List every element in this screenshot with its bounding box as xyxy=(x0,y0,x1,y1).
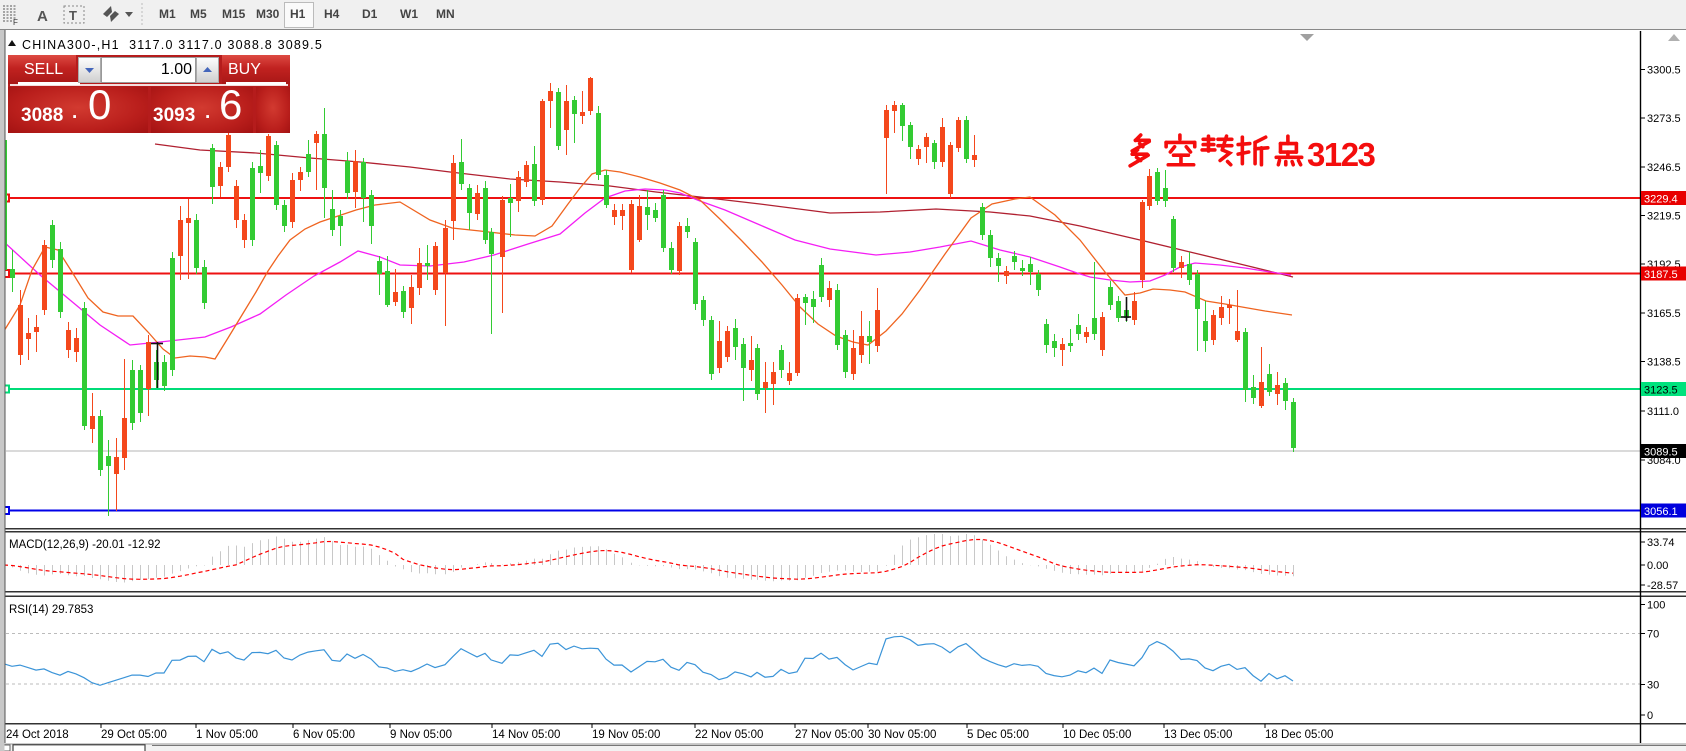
svg-text:3165.5: 3165.5 xyxy=(1647,308,1681,320)
svg-text:3219.5: 3219.5 xyxy=(1647,211,1681,223)
svg-text:70: 70 xyxy=(1647,629,1659,641)
svg-text:-28.57: -28.57 xyxy=(1647,580,1678,592)
svg-text:3187.5: 3187.5 xyxy=(1644,269,1678,281)
svg-text:3089.5: 3089.5 xyxy=(1644,447,1678,459)
svg-text:0.00: 0.00 xyxy=(1647,560,1668,572)
svg-text:6 Nov 05:00: 6 Nov 05:00 xyxy=(293,729,355,741)
svg-text:0: 0 xyxy=(1647,710,1653,722)
svg-text:3123: 3123 xyxy=(1307,136,1376,173)
svg-text:22 Nov 05:00: 22 Nov 05:00 xyxy=(695,729,763,741)
svg-text:100: 100 xyxy=(1647,600,1665,612)
svg-text:A: A xyxy=(37,8,48,25)
svg-text:3246.5: 3246.5 xyxy=(1647,162,1681,174)
svg-text:RSI(14) 29.7853: RSI(14) 29.7853 xyxy=(9,604,93,616)
svg-text:33.74: 33.74 xyxy=(1647,537,1675,549)
svg-text:9 Nov 05:00: 9 Nov 05:00 xyxy=(390,729,452,741)
svg-text:14 Nov 05:00: 14 Nov 05:00 xyxy=(492,729,560,741)
svg-text:13 Dec 05:00: 13 Dec 05:00 xyxy=(1164,729,1232,741)
svg-text:T: T xyxy=(69,8,77,23)
svg-text:F: F xyxy=(13,18,18,27)
svg-text:18 Dec 05:00: 18 Dec 05:00 xyxy=(1265,729,1333,741)
svg-text:1 Nov 05:00: 1 Nov 05:00 xyxy=(196,729,258,741)
svg-text:3300.5: 3300.5 xyxy=(1647,65,1681,77)
svg-text:3229.4: 3229.4 xyxy=(1644,194,1678,206)
svg-text:30 Nov 05:00: 30 Nov 05:00 xyxy=(868,729,936,741)
svg-text:30: 30 xyxy=(1647,680,1659,692)
svg-text:3138.5: 3138.5 xyxy=(1647,357,1681,369)
svg-text:3056.1: 3056.1 xyxy=(1644,506,1678,518)
svg-text:10 Dec 05:00: 10 Dec 05:00 xyxy=(1063,729,1131,741)
svg-text:19 Nov 05:00: 19 Nov 05:00 xyxy=(592,729,660,741)
svg-text:5 Dec 05:00: 5 Dec 05:00 xyxy=(967,729,1029,741)
svg-text:29 Oct 05:00: 29 Oct 05:00 xyxy=(101,729,167,741)
svg-text:MACD(12,26,9) -20.01 -12.92: MACD(12,26,9) -20.01 -12.92 xyxy=(9,539,161,551)
svg-text:3111.0: 3111.0 xyxy=(1647,406,1679,418)
svg-text:3123.5: 3123.5 xyxy=(1644,385,1678,397)
svg-text:CHINA300-,H1 3117.0 3117.0 30: CHINA300-,H1 3117.0 3117.0 3088.8 3089.5 xyxy=(22,38,323,52)
svg-text:27 Nov 05:00: 27 Nov 05:00 xyxy=(795,729,863,741)
svg-text:24 Oct 2018: 24 Oct 2018 xyxy=(6,729,69,741)
svg-text:3273.5: 3273.5 xyxy=(1647,113,1681,125)
